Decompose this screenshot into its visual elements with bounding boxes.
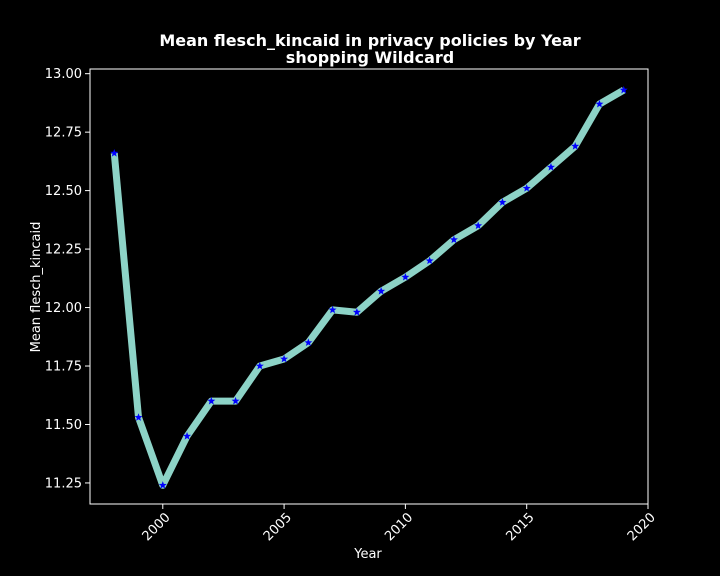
data-point bbox=[498, 198, 507, 206]
data-point bbox=[474, 221, 483, 230]
data-point bbox=[110, 148, 119, 157]
series-line bbox=[110, 87, 626, 489]
data-point bbox=[425, 256, 434, 265]
chart-title: Mean flesch_kincaid in privacy policies … bbox=[159, 31, 580, 50]
data-point bbox=[595, 99, 604, 108]
x-tick-label: 2010 bbox=[382, 510, 416, 544]
chart-subtitle: shopping Wildcard bbox=[286, 48, 454, 67]
x-axis-label: Year bbox=[353, 547, 382, 562]
data-point bbox=[183, 431, 192, 440]
data-point bbox=[522, 184, 531, 192]
y-tick-label: 12.75 bbox=[45, 126, 82, 141]
data-point bbox=[255, 361, 264, 370]
data-point bbox=[280, 354, 289, 363]
plot-frame bbox=[89, 68, 649, 505]
data-point bbox=[158, 481, 167, 489]
x-tick-label: 2020 bbox=[625, 510, 659, 544]
y-tick-label: 11.25 bbox=[45, 476, 82, 491]
data-point bbox=[401, 272, 410, 281]
data-point bbox=[207, 396, 216, 405]
y-tick-label: 11.50 bbox=[45, 418, 82, 433]
data-point bbox=[352, 308, 361, 316]
plot-area: 11.25 11.50 11.75 12.00 12.25 12.50 12.75 13.00… bbox=[45, 67, 659, 544]
data-point bbox=[134, 413, 143, 421]
x-tick-label: 2015 bbox=[504, 510, 538, 544]
data-point bbox=[328, 305, 337, 314]
y-tick-label: 12.25 bbox=[45, 243, 82, 258]
y-tick-label: 12.00 bbox=[45, 301, 82, 316]
data-point bbox=[619, 85, 628, 94]
y-tick-label: 13.00 bbox=[45, 67, 82, 82]
data-point bbox=[377, 286, 386, 295]
x-tick-label: 2000 bbox=[140, 510, 174, 544]
data-point bbox=[546, 163, 555, 171]
x-tick-label: 2005 bbox=[261, 510, 295, 544]
data-point bbox=[231, 396, 240, 405]
y-tick-label: 12.50 bbox=[45, 184, 82, 199]
data-point bbox=[304, 338, 313, 347]
y-tick-label: 11.75 bbox=[45, 360, 82, 375]
data-point bbox=[571, 141, 580, 150]
y-axis-label: Mean flesch_kincaid bbox=[29, 222, 44, 353]
data-point bbox=[449, 235, 458, 244]
